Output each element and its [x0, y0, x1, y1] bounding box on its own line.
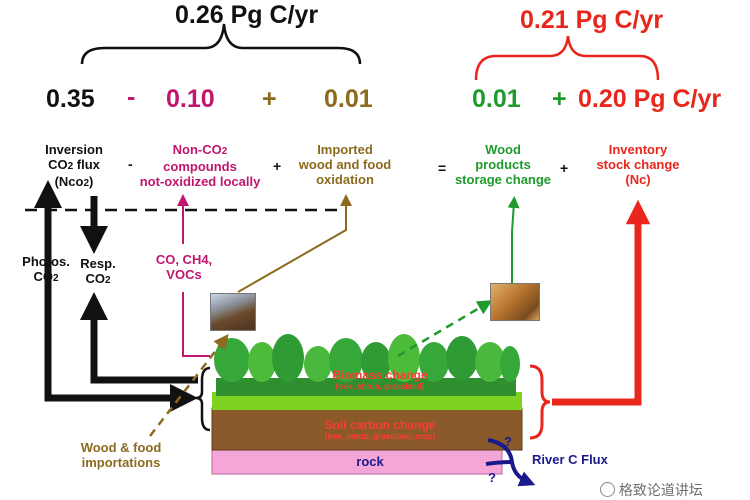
ecosystem-left-brace	[195, 366, 211, 432]
wood-value: 0.01	[472, 85, 521, 113]
question-mark-1: ?	[504, 434, 512, 449]
plus-sign-2: +	[552, 85, 567, 113]
non-co2-value: 0.10	[166, 85, 215, 113]
inversion-value: 0.35	[46, 85, 95, 113]
right-total-brace	[474, 35, 660, 81]
imported-oxidation-arrow	[237, 194, 352, 293]
watermark: 格致论道讲坛	[600, 480, 703, 500]
wood-products-photo	[490, 283, 540, 321]
soil-carbon-change-label: Soil carbon change (tree, shrub, grassla…	[324, 418, 436, 441]
minus-sign: -	[127, 83, 136, 111]
importation-dashed-arrow	[149, 334, 229, 437]
wood-harvest-dashed-arrow	[397, 300, 493, 358]
ecosystem-right-brace	[529, 364, 551, 440]
imported-label: Imported wood and food oxidation	[298, 142, 392, 187]
watermark-icon	[600, 482, 615, 497]
wood-products-label: Wood products storage change	[454, 142, 552, 187]
river-flux-label: River C Flux	[532, 452, 608, 467]
co-ch4-vocs-label: CO, CH4, VOCs	[155, 252, 213, 282]
rock-label: rock	[356, 454, 384, 469]
left-total-label: 0.26 Pg C/yr	[175, 1, 319, 29]
logging-photo	[210, 293, 256, 331]
non-co2-label: Non-CO2 compounds not-oxidized locally	[139, 142, 261, 189]
photosynthesis-label: Photos. CO2	[22, 254, 70, 284]
question-mark-2: ?	[488, 470, 496, 485]
inventory-label: Inventory stock change (Nc)	[596, 142, 680, 187]
imported-value: 0.01	[324, 85, 373, 113]
river-flux-branch	[485, 460, 513, 466]
importations-label: Wood & food importations	[80, 440, 162, 470]
soil-layer	[211, 407, 523, 451]
minus-operator: -	[128, 156, 133, 172]
biomass-change-label: Biomass change (tree, shrub, grassland)	[332, 368, 428, 391]
right-total-label: 0.21 Pg C/yr	[520, 6, 664, 34]
grass-layer	[212, 392, 522, 410]
plus-operator-1: +	[273, 158, 282, 174]
forest-canopy	[214, 334, 520, 396]
equals-operator: =	[438, 160, 447, 176]
plus-sign-1: +	[262, 85, 277, 113]
photosynthesis-arrow	[44, 232, 198, 412]
respiration-label: Resp. CO2	[80, 256, 116, 286]
voc-connector	[182, 292, 210, 357]
inversion-label: Inversion CO2 flux (Nco2)	[45, 142, 103, 189]
plus-operator-2: +	[560, 160, 569, 176]
inventory-arrow	[552, 199, 651, 406]
respiration-arrow	[80, 292, 198, 384]
inventory-value: 0.20 Pg C/yr	[578, 85, 722, 113]
left-total-brace	[80, 23, 362, 65]
rock-layer	[211, 449, 503, 475]
wood-storage-arrow	[507, 196, 520, 284]
